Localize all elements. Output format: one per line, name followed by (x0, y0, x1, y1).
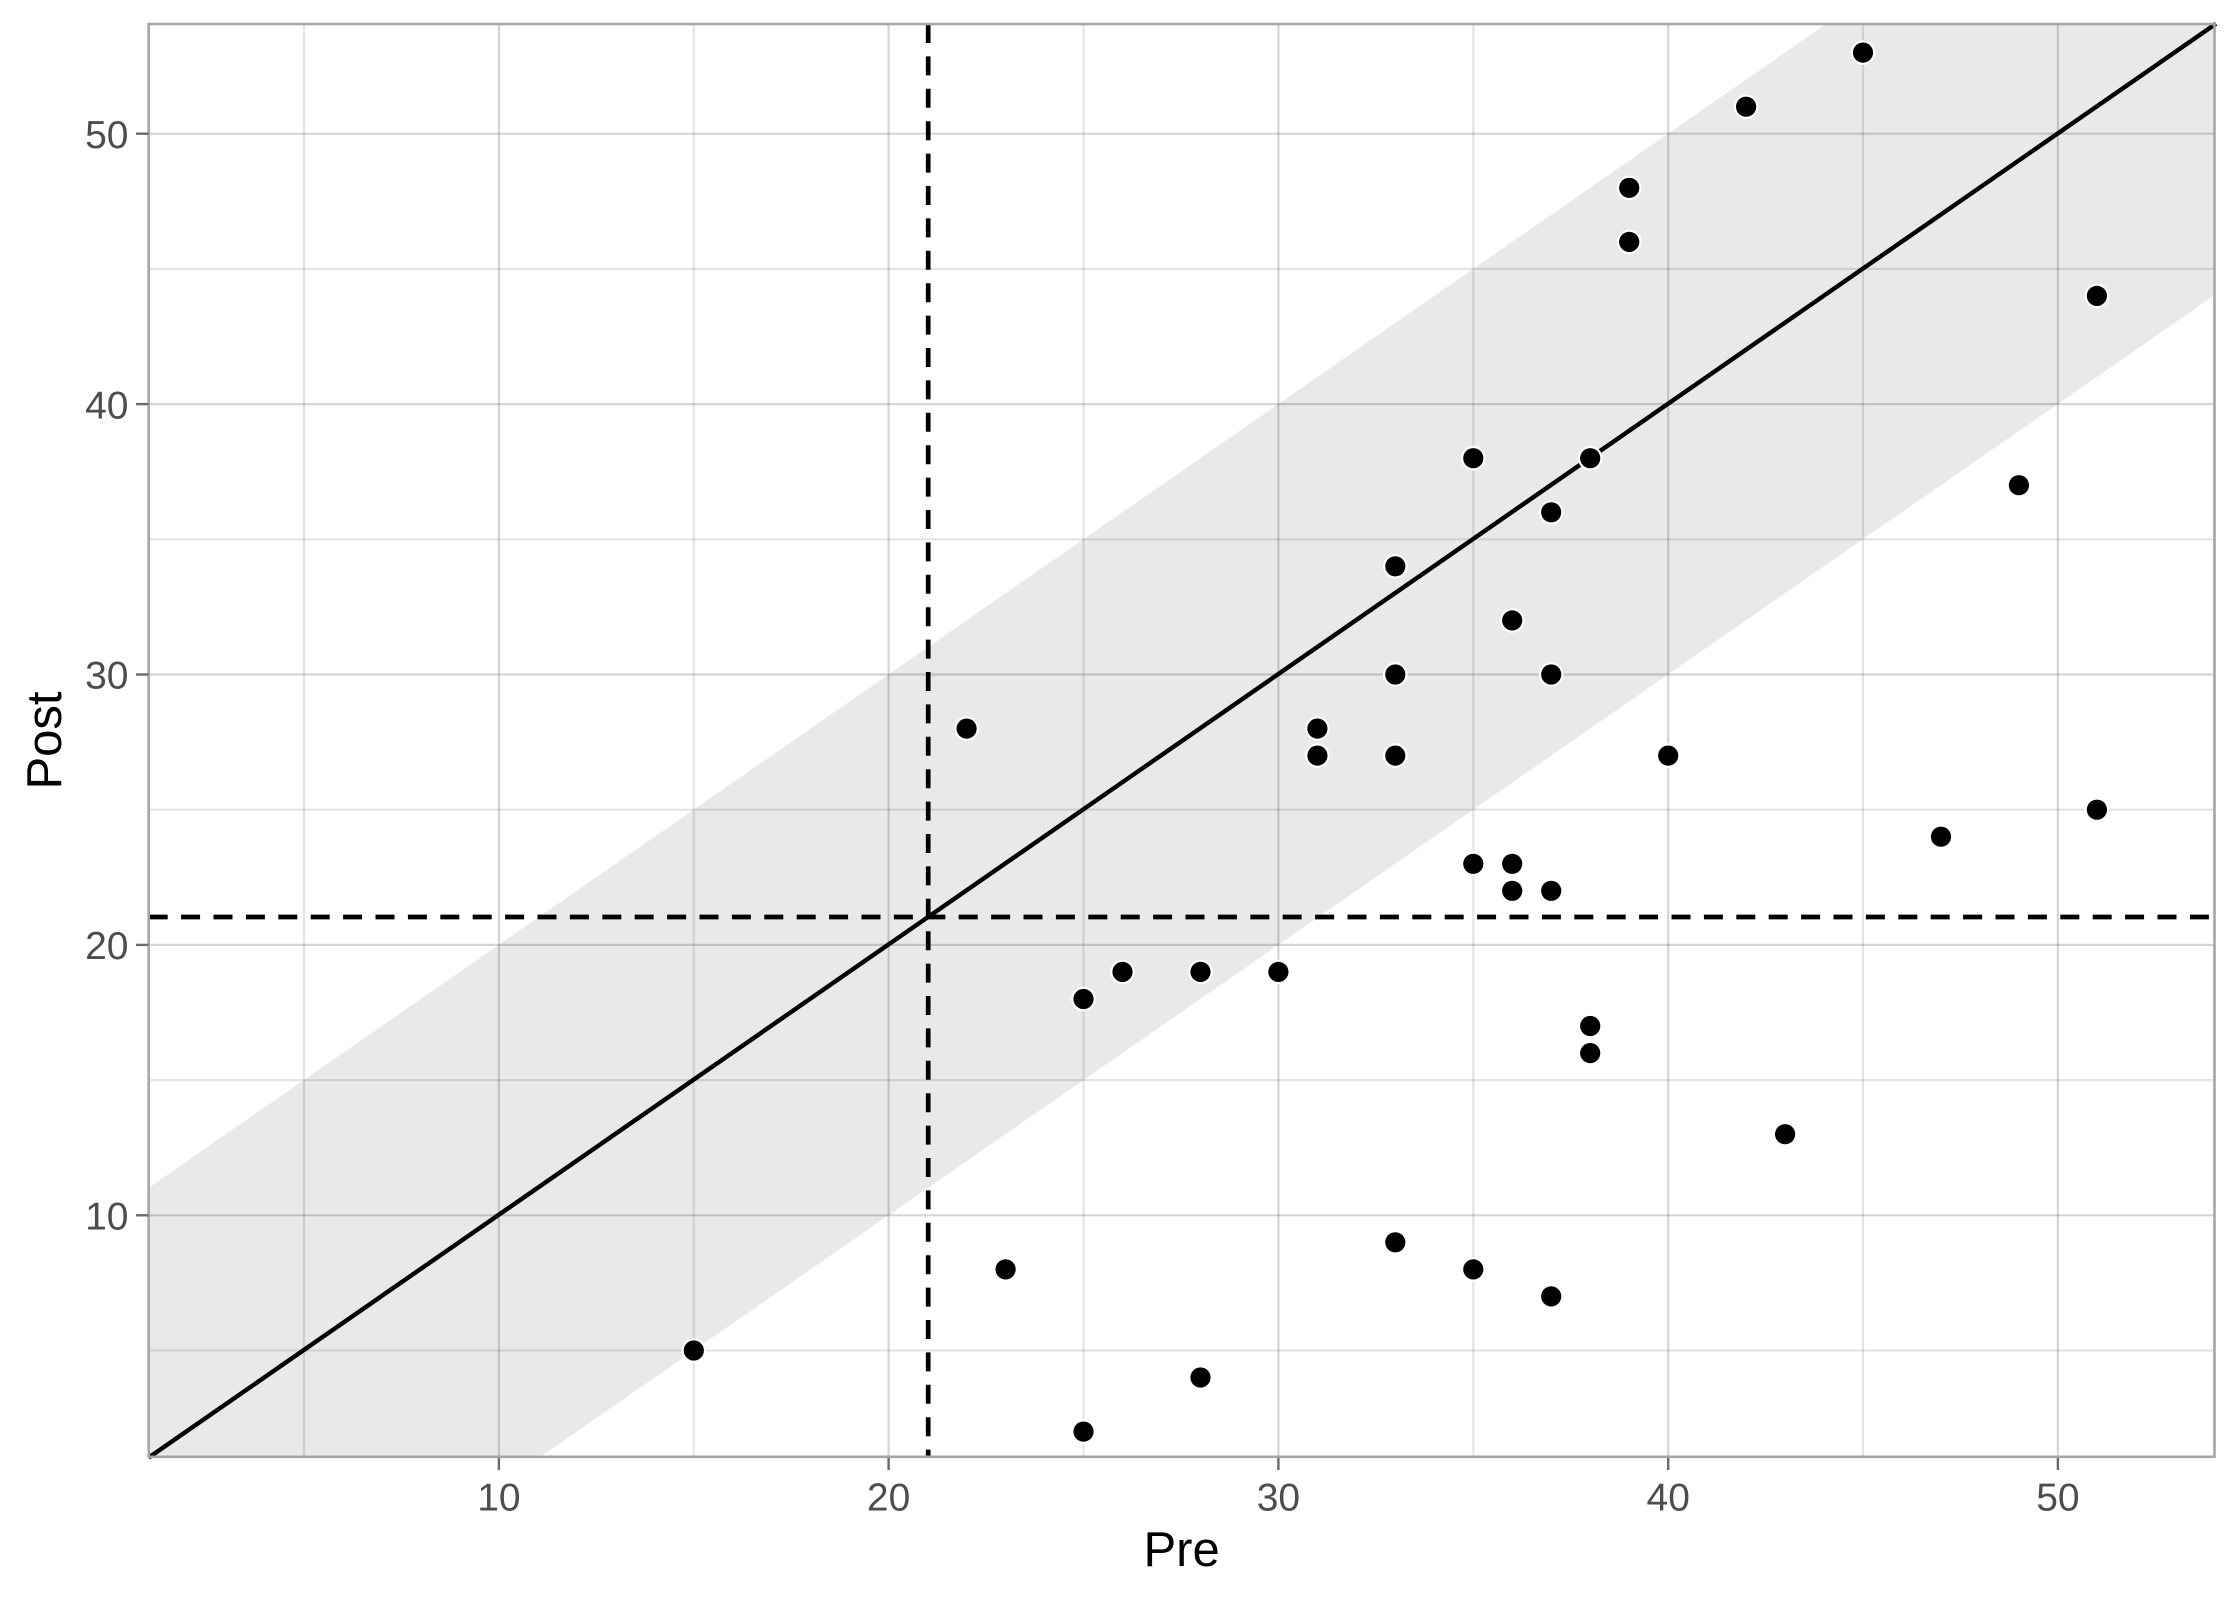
svg-text:10: 10 (477, 1477, 520, 1520)
svg-text:20: 20 (867, 1477, 910, 1520)
svg-text:50: 50 (2036, 1477, 2079, 1520)
svg-text:40: 40 (1647, 1477, 1690, 1520)
svg-text:10: 10 (85, 1196, 128, 1239)
svg-text:Post: Post (18, 691, 72, 789)
svg-text:40: 40 (85, 384, 128, 427)
svg-text:50: 50 (85, 114, 128, 157)
svg-text:20: 20 (85, 925, 128, 968)
svg-text:30: 30 (85, 655, 128, 698)
svg-text:30: 30 (1257, 1477, 1300, 1520)
svg-text:Pre: Pre (1143, 1523, 1219, 1577)
